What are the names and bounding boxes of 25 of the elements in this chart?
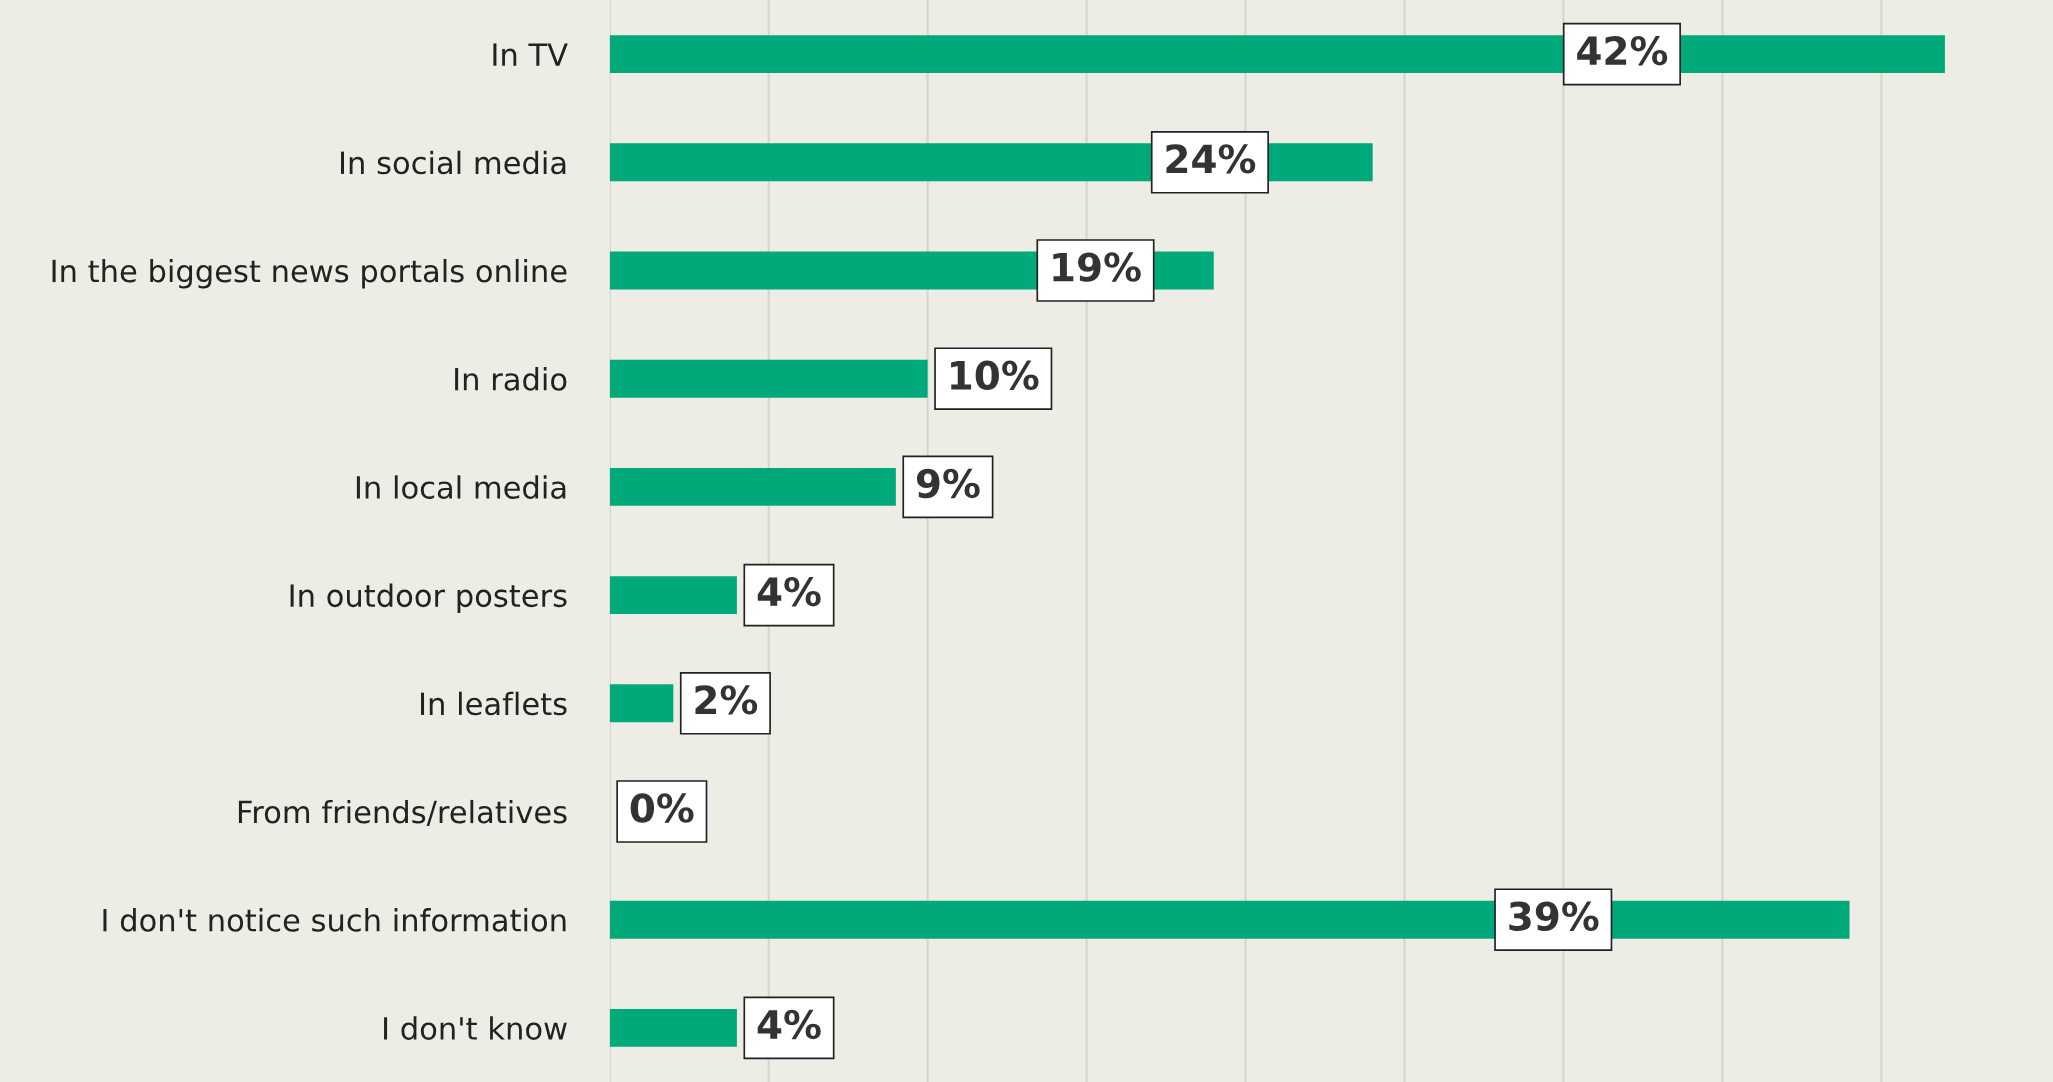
y-tick-label: I don't know: [384, 1016, 567, 1040]
y-tick-label: In TV: [493, 43, 568, 66]
bar: [609, 576, 737, 615]
bar: [609, 467, 896, 506]
data-label: 24%: [1166, 144, 1256, 174]
y-tick-label: In the biggest news portals online: [52, 258, 567, 289]
data-label: 42%: [1577, 35, 1668, 66]
y-tick-label: In outdoor posters: [290, 583, 567, 614]
y-tick-label: In radio: [455, 367, 567, 391]
data-label: 39%: [1509, 901, 1599, 931]
data-label: 10%: [951, 360, 1039, 390]
bar: [609, 1008, 737, 1047]
y-tick-label: In leaflets: [421, 691, 567, 716]
data-label: 4%: [757, 1009, 821, 1040]
y-tick-label: I don't notice such information: [103, 908, 566, 932]
data-label: 2%: [695, 685, 758, 715]
data-label: 4%: [757, 576, 821, 607]
y-tick-label: From friends/relatives: [238, 799, 567, 826]
bar: [609, 684, 674, 723]
data-label: 0%: [630, 793, 694, 823]
y-tick-label: In local media: [356, 475, 566, 499]
y-tick-label: In social media: [340, 150, 566, 175]
data-label: 9%: [916, 468, 980, 499]
bar: [609, 359, 928, 398]
data-label: 19%: [1053, 252, 1141, 282]
